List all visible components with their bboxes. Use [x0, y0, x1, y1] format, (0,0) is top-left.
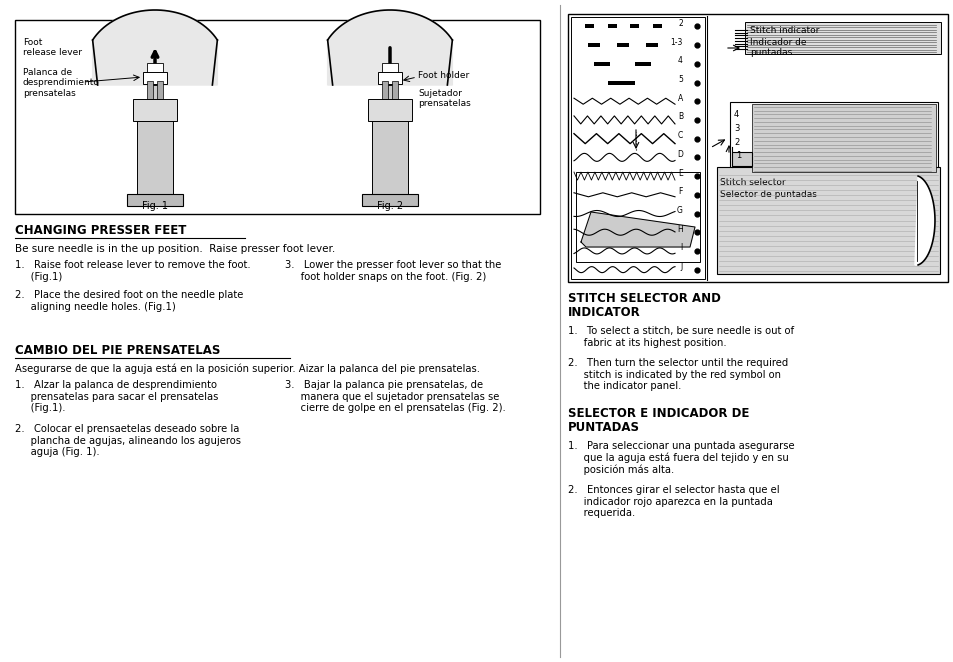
Text: 1: 1	[735, 152, 740, 160]
Text: PUNTADAS: PUNTADAS	[567, 421, 639, 434]
Bar	[157, 81, 163, 99]
Text: Foot
release lever: Foot release lever	[23, 38, 82, 58]
Polygon shape	[580, 212, 695, 247]
Bar	[607, 24, 616, 28]
Text: Stitch indicator: Stitch indicator	[749, 26, 819, 35]
Text: Selector de puntadas: Selector de puntadas	[720, 190, 816, 199]
Bar	[617, 43, 628, 47]
Text: F: F	[678, 187, 682, 197]
Bar	[392, 81, 397, 99]
Bar	[143, 72, 167, 84]
Text: D: D	[677, 150, 682, 159]
Text: 1.   Raise foot release lever to remove the foot.
     (Fig.1): 1. Raise foot release lever to remove th…	[15, 260, 251, 281]
Text: 2: 2	[678, 19, 682, 28]
Bar	[645, 43, 657, 47]
Text: 3.   Bajar la palanca pie prensatelas, de
     manera que el sujetador prensatel: 3. Bajar la palanca pie prensatelas, de …	[285, 380, 505, 413]
Bar	[147, 81, 152, 99]
Bar	[377, 72, 401, 84]
Text: E: E	[678, 169, 682, 177]
Text: J: J	[680, 262, 682, 271]
Bar	[576, 172, 700, 262]
Text: SELECTOR E INDICADOR DE: SELECTOR E INDICADOR DE	[567, 407, 749, 420]
Text: Palanca de
desprendimiento
prensatelas: Palanca de desprendimiento prensatelas	[23, 68, 100, 98]
Text: A: A	[677, 94, 682, 103]
Text: Be sure needle is in the up position.  Raise presser foot lever.: Be sure needle is in the up position. Ra…	[15, 244, 335, 254]
Text: G: G	[677, 206, 682, 215]
Bar	[381, 81, 388, 99]
Text: 2.   Place the desired foot on the needle plate
     aligning needle holes. (Fig: 2. Place the desired foot on the needle …	[15, 290, 243, 312]
Bar	[137, 121, 172, 206]
Text: STITCH SELECTOR AND: STITCH SELECTOR AND	[567, 292, 720, 305]
Text: I: I	[680, 244, 682, 252]
Bar	[744, 22, 940, 54]
Text: C: C	[677, 131, 682, 140]
Text: 1.   Alzar la palanca de desprendimiento
     prensatelas para sacar el prensate: 1. Alzar la palanca de desprendimiento p…	[15, 380, 218, 413]
Text: 4: 4	[678, 56, 682, 66]
Bar	[368, 99, 412, 121]
Bar	[386, 85, 394, 129]
Text: CAMBIO DEL PIE PRENSATELAS: CAMBIO DEL PIE PRENSATELAS	[15, 344, 220, 357]
Text: 3: 3	[733, 124, 739, 133]
Bar	[751, 104, 935, 172]
Text: INDICATOR: INDICATOR	[567, 306, 640, 319]
Text: Foot holder: Foot holder	[417, 71, 469, 80]
Bar	[151, 85, 159, 129]
Bar	[381, 63, 397, 73]
Text: Sujetador
prensatelas: Sujetador prensatelas	[417, 89, 470, 109]
Text: 1.   Para seleccionar una puntada asegurarse
     que la aguja está fuera del te: 1. Para seleccionar una puntada asegurar…	[567, 441, 794, 475]
Bar	[594, 62, 610, 66]
Bar	[729, 102, 937, 174]
Text: 4: 4	[733, 110, 739, 119]
Text: H: H	[677, 224, 682, 234]
Bar	[731, 152, 751, 166]
Bar	[372, 121, 408, 206]
Bar	[634, 62, 650, 66]
Bar	[629, 24, 639, 28]
Polygon shape	[327, 10, 452, 85]
Text: 2.   Then turn the selector until the required
     stitch is indicated by the r: 2. Then turn the selector until the requ…	[567, 358, 787, 391]
Text: 3.   Lower the presser foot lever so that the
     foot holder snaps on the foot: 3. Lower the presser foot lever so that …	[285, 260, 501, 281]
Bar	[15, 20, 539, 214]
Text: Fig. 2: Fig. 2	[376, 201, 402, 211]
Text: 2: 2	[733, 138, 739, 147]
Text: 5: 5	[678, 75, 682, 84]
Bar	[147, 63, 163, 73]
Text: 2.   Colocar el prensaetelas deseado sobre la
     plancha de agujas, alineando : 2. Colocar el prensaetelas deseado sobre…	[15, 424, 241, 457]
Bar	[127, 194, 183, 206]
Bar	[584, 24, 594, 28]
Bar	[717, 167, 939, 274]
Text: Asegurarse de que la aguja está en la posición superior. Aizar la palanca del pi: Asegurarse de que la aguja está en la po…	[15, 364, 479, 375]
Text: 2.   Entonces girar el selector hasta que el
     indicador rojo aparezca en la : 2. Entonces girar el selector hasta que …	[567, 485, 779, 518]
Text: 1-3: 1-3	[670, 38, 682, 46]
Bar	[607, 81, 634, 85]
Bar	[571, 17, 704, 279]
Text: Stitch selector: Stitch selector	[720, 178, 785, 187]
Text: B: B	[678, 113, 682, 121]
Text: Fig. 1: Fig. 1	[142, 201, 168, 211]
Polygon shape	[914, 176, 934, 265]
Text: CHANGING PRESSER FEET: CHANGING PRESSER FEET	[15, 224, 186, 237]
Text: Indicador de
puntadas: Indicador de puntadas	[749, 38, 805, 58]
Polygon shape	[92, 10, 217, 85]
Bar	[567, 14, 947, 282]
Bar	[588, 43, 599, 47]
Text: 1.   To select a stitch, be sure needle is out of
     fabric at its highest pos: 1. To select a stitch, be sure needle is…	[567, 326, 793, 348]
Bar	[652, 24, 660, 28]
Bar	[132, 99, 177, 121]
Bar	[361, 194, 417, 206]
